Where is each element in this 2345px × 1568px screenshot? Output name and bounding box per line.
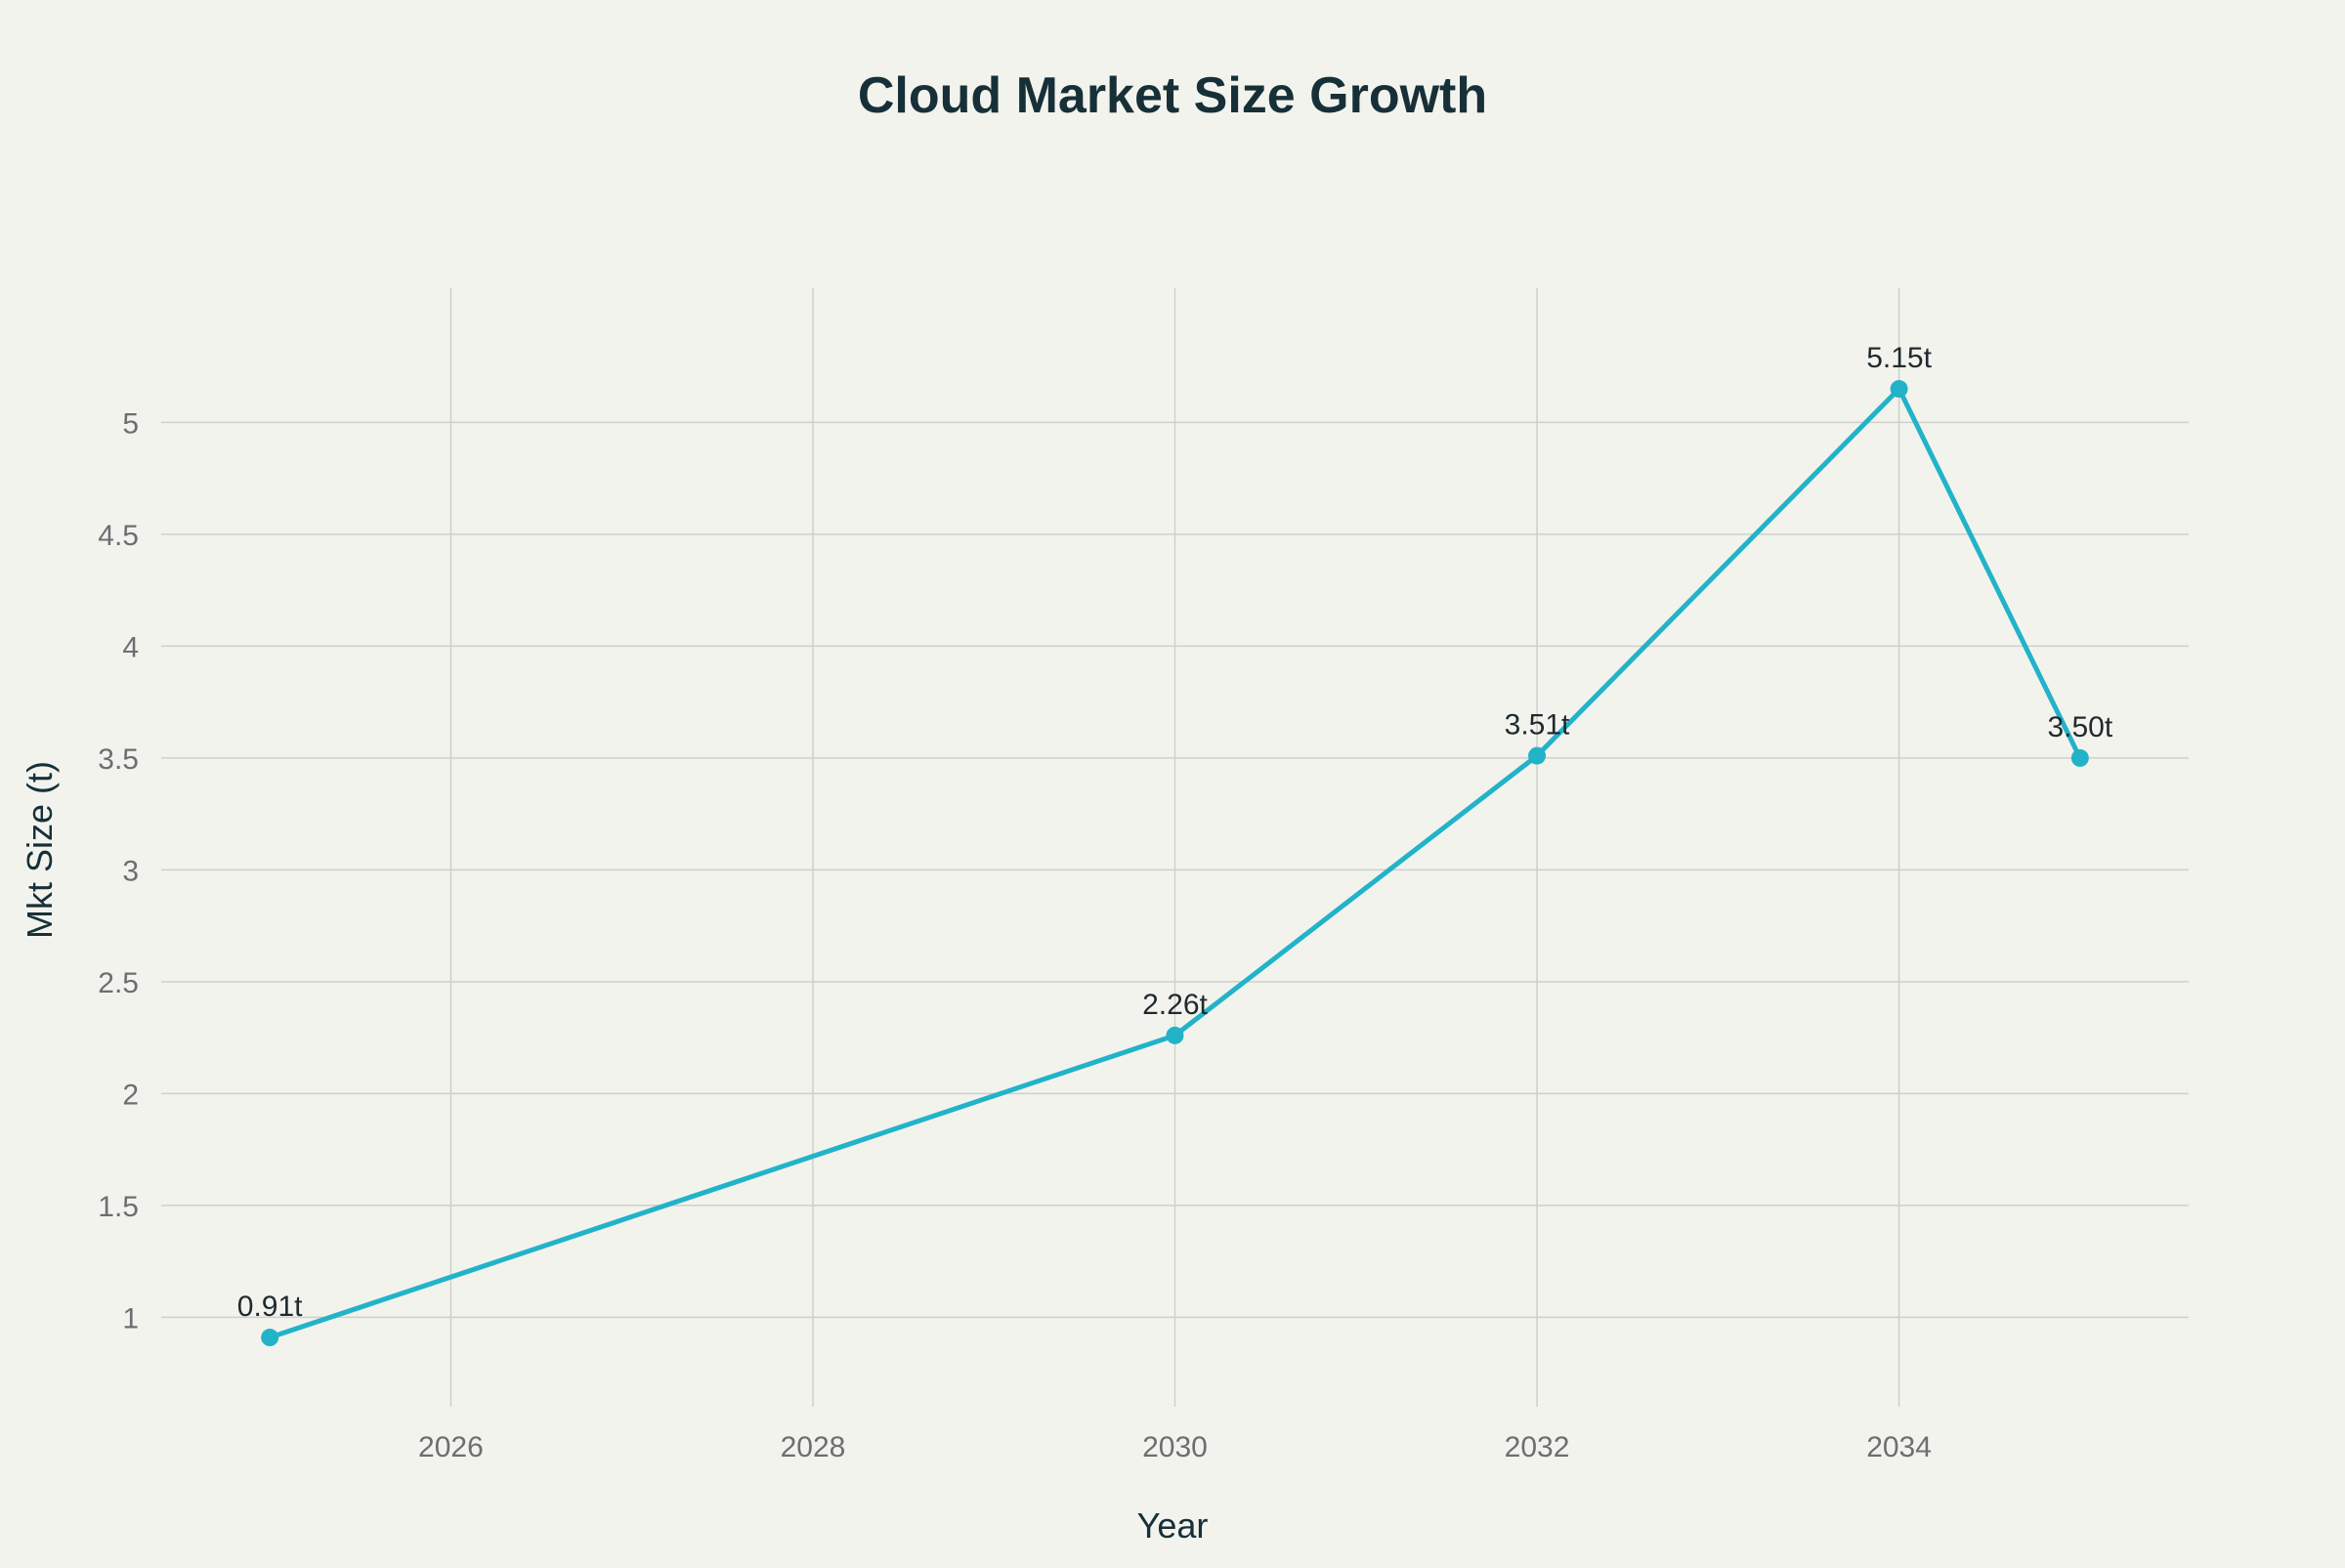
data-point[interactable] (261, 1329, 279, 1347)
y-axis-title: Mkt Size (t) (20, 761, 60, 939)
data-point[interactable] (1528, 746, 1547, 765)
axis-ticks: 2026 2028 2030 2032 2034 1 1.5 2 2.5 3 3.5 4 4.5 5 (98, 407, 1932, 1463)
chart-title: Cloud Market Size Growth (858, 67, 1487, 124)
x-tick-label: 2034 (1866, 1431, 1932, 1463)
y-tick-label: 3 (122, 855, 139, 887)
data-point[interactable] (2070, 748, 2089, 767)
x-tick-label: 2032 (1505, 1431, 1570, 1463)
y-tick-label: 2 (122, 1079, 139, 1111)
data-point[interactable] (1890, 380, 1908, 399)
y-tick-label: 2.5 (98, 967, 139, 999)
data-label: 5.15t (1866, 342, 1932, 374)
data-label: 2.26t (1142, 989, 1208, 1021)
y-tick-label: 5 (122, 407, 139, 440)
y-tick-label: 1 (122, 1302, 139, 1335)
y-tick-label: 1.5 (98, 1191, 139, 1223)
data-label: 3.51t (1505, 709, 1570, 742)
data-label: 3.50t (2047, 711, 2112, 743)
grid (161, 288, 2189, 1407)
data-labels: 0.91t 2.26t 3.51t 5.15t 3.50t (237, 342, 2113, 1323)
y-tick-label: 4 (122, 631, 139, 663)
x-tick-label: 2030 (1142, 1431, 1208, 1463)
x-axis-title: Year (1137, 1505, 1209, 1546)
series (261, 380, 2089, 1347)
data-point[interactable] (1166, 1026, 1184, 1044)
x-tick-label: 2028 (781, 1431, 846, 1463)
y-tick-label: 4.5 (98, 520, 139, 552)
y-tick-label: 3.5 (98, 743, 139, 776)
data-label: 0.91t (237, 1291, 303, 1323)
x-tick-label: 2026 (418, 1431, 484, 1463)
